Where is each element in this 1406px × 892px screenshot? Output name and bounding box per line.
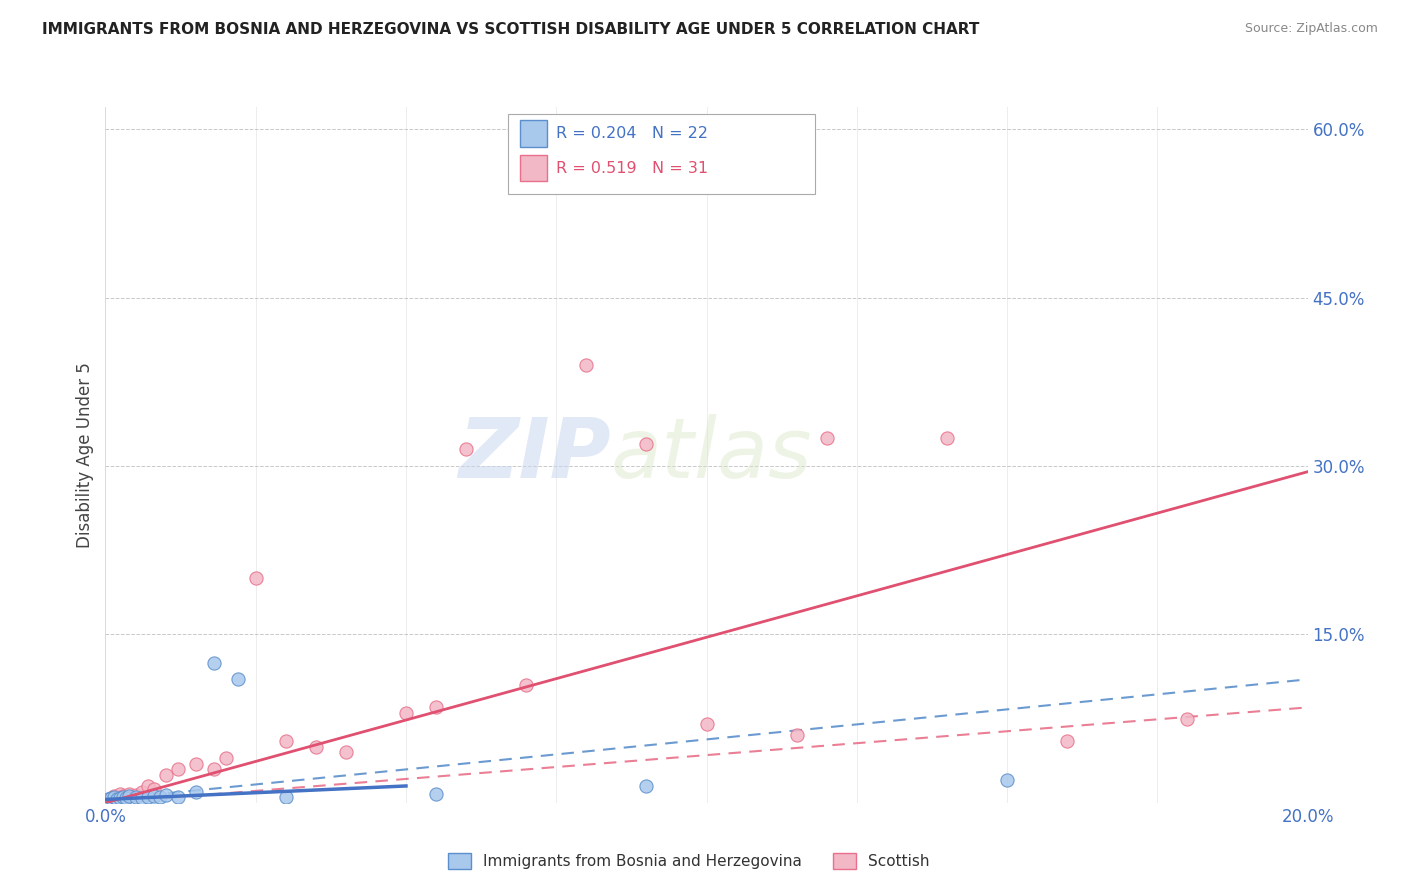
Point [815, 431, 838, 445]
Point [131, 784, 153, 798]
Point [166, 762, 188, 776]
Point [1175, 712, 1198, 726]
Point [142, 789, 165, 803]
Point [696, 717, 718, 731]
FancyBboxPatch shape [520, 120, 547, 146]
Point [112, 789, 135, 803]
Point [136, 790, 159, 805]
Point [456, 442, 478, 457]
Point [155, 788, 177, 802]
Point [107, 792, 129, 806]
Point [118, 787, 141, 801]
Text: Source: ZipAtlas.com: Source: ZipAtlas.com [1244, 22, 1378, 36]
Text: atlas: atlas [610, 415, 813, 495]
Point [395, 706, 418, 720]
Text: R = 0.519   N = 31: R = 0.519 N = 31 [557, 161, 709, 176]
Point [335, 745, 357, 759]
Point [305, 739, 328, 754]
Point [274, 790, 297, 805]
Point [636, 779, 658, 793]
Point [214, 751, 236, 765]
Point [425, 700, 447, 714]
Text: R = 0.204   N = 22: R = 0.204 N = 22 [557, 126, 709, 141]
Point [131, 791, 153, 805]
Point [97, 792, 120, 806]
Point [245, 571, 267, 585]
Point [100, 791, 122, 805]
Point [112, 790, 135, 805]
Point [110, 787, 132, 801]
Point [425, 787, 447, 801]
Point [136, 779, 159, 793]
Text: IMMIGRANTS FROM BOSNIA AND HERZEGOVINA VS SCOTTISH DISABILITY AGE UNDER 5 CORREL: IMMIGRANTS FROM BOSNIA AND HERZEGOVINA V… [42, 22, 980, 37]
FancyBboxPatch shape [520, 155, 547, 181]
Point [936, 431, 959, 445]
Point [202, 762, 225, 776]
Point [202, 656, 225, 670]
Point [100, 791, 122, 805]
Point [107, 790, 129, 805]
Point [995, 773, 1018, 788]
Point [124, 788, 146, 802]
Point [118, 789, 141, 803]
Point [226, 673, 249, 687]
Point [274, 734, 297, 748]
Point [155, 768, 177, 782]
FancyBboxPatch shape [508, 114, 814, 194]
Point [515, 678, 537, 692]
Point [115, 791, 138, 805]
Point [103, 789, 125, 803]
Point [166, 790, 188, 805]
Text: ZIP: ZIP [458, 415, 610, 495]
Point [103, 790, 125, 805]
Point [184, 756, 207, 771]
Point [148, 790, 170, 805]
Point [184, 784, 207, 798]
Point [575, 358, 598, 372]
Point [1056, 734, 1078, 748]
Point [636, 436, 658, 450]
Point [110, 791, 132, 805]
Y-axis label: Disability Age Under 5: Disability Age Under 5 [76, 362, 94, 548]
Legend: Immigrants from Bosnia and Herzegovina, Scottish: Immigrants from Bosnia and Herzegovina, … [443, 847, 935, 875]
Point [786, 729, 808, 743]
Point [124, 790, 146, 805]
Point [142, 782, 165, 797]
